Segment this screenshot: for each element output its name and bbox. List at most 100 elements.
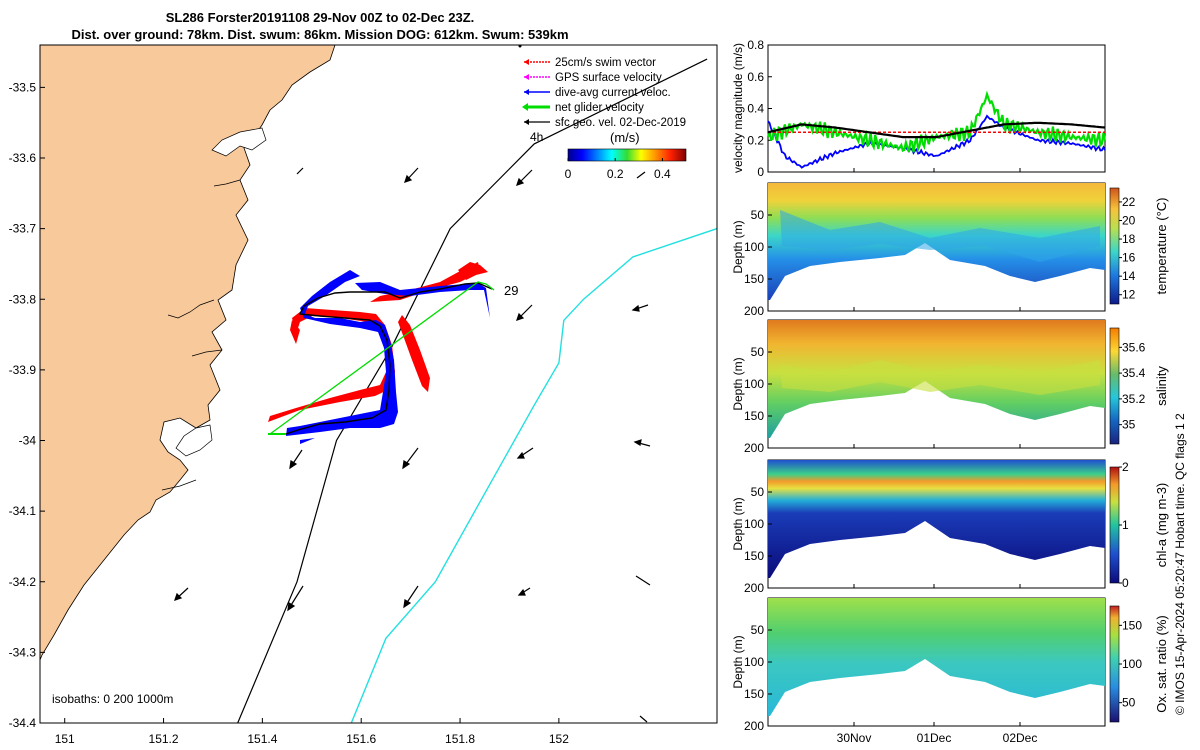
geo-arrow	[174, 587, 189, 601]
geo-arrow	[635, 575, 651, 586]
map-xtick-label: 151.4	[247, 732, 277, 746]
depth-tick-label: 200	[744, 719, 764, 733]
time-tick-label: 30Nov	[837, 731, 872, 745]
section-panel-chla: 50 100 150 200 Depth (m)	[731, 459, 1120, 595]
map-xtick-label: 151.2	[149, 732, 179, 746]
velocity-ytick-label: 0.8	[747, 38, 764, 52]
day-29-label: 29	[504, 283, 518, 298]
geo-arrow	[639, 715, 648, 723]
speed-colorbar-tick-label: 0.4	[654, 167, 671, 181]
temperature-colorbar-tick-label: 20	[1122, 213, 1136, 227]
legend-gps-label: GPS surface velocity	[555, 72, 662, 84]
geo-arrow	[403, 585, 419, 609]
depth-tick-label: 50	[751, 485, 765, 499]
temperature-colorbar-label: temperature (°C)	[1154, 198, 1169, 295]
depth-tick-label: 150	[744, 272, 764, 286]
figure-title: SL286 Forster20191108 29-Nov 00Z to 02-D…	[0, 10, 640, 42]
legend-sfc-geo-label: sfc geo. vel. 02-Dec-2019	[555, 117, 686, 129]
chla-colorbar	[1109, 466, 1120, 584]
time-tick-label: 01Dec	[917, 731, 952, 745]
geostrophic-velocity-arrows	[174, 167, 651, 723]
chla-section-fill	[768, 460, 1105, 578]
geo-arrow	[287, 585, 304, 612]
geo-arrow	[631, 304, 649, 312]
speed-colorbar-tick-label: 0.2	[607, 167, 624, 181]
section-panel-salinity: 50 100 150 200 Depth (m)	[731, 319, 1120, 455]
glider-gps-track	[269, 281, 495, 435]
depth-tick-label: 100	[744, 517, 764, 531]
depth-tick-label: 150	[744, 687, 764, 701]
chla-colorbar-tick-label: 0	[1122, 576, 1129, 590]
oxygen-colorbar-tick-label: 50	[1122, 696, 1136, 710]
map-ytick-label: -34.4	[9, 716, 37, 730]
velocity-ytick-label: 0.4	[747, 102, 764, 116]
temperature-cool-layer	[780, 210, 1100, 262]
gps-dot	[518, 45, 522, 48]
estuary-middle	[175, 424, 213, 457]
salinity-colorbar	[1109, 327, 1120, 445]
map-frame	[39, 44, 718, 724]
time-tick-label: 02Dec	[1003, 731, 1038, 745]
depth-ylabel: Depth (m)	[731, 220, 745, 273]
geo-arrow	[633, 439, 651, 447]
temperature-colorbar-tick-label: 12	[1122, 288, 1136, 302]
river-creek	[161, 179, 241, 491]
map-ytick-label: -34.2	[9, 575, 37, 589]
start-time-label: 4h	[530, 130, 543, 144]
temperature-colorbar-tick-label: 18	[1122, 232, 1136, 246]
salinity-colorbar-label: salinity	[1154, 366, 1169, 406]
salinity-colorbar-tick-label: 35.4	[1122, 366, 1146, 380]
velocity-ytick-label: 0.6	[747, 70, 764, 84]
chla-colorbar-tick-label: 2	[1122, 460, 1129, 474]
estuary-upper	[211, 127, 267, 157]
temperature-colorbar-tick-label: 22	[1122, 195, 1136, 209]
depth-tick-label: 200	[744, 581, 764, 595]
velocity-panel: 0 0.2 0.4 0.6 0.8 velocity magnitude (m/s)	[731, 38, 1107, 179]
salinity-colorbar-tick-label: 35.6	[1122, 340, 1146, 354]
legend-net-label: net glider velocity	[555, 102, 644, 114]
depth-tick-label: 50	[751, 208, 765, 222]
oxygen-colorbar-label: Ox. sat. ratio (%)	[1154, 615, 1169, 713]
velocity-ylabel: velocity magnitude (m/s)	[731, 43, 745, 173]
velocity-series	[766, 90, 1107, 169]
depth-tick-label: 100	[744, 240, 764, 254]
chla-colorbar-tick-label: 1	[1122, 518, 1129, 532]
speed-colorbar-ticks: 0 0.2 0.4	[565, 158, 671, 181]
depth-tick-label: 50	[751, 345, 765, 359]
map-ytick-label: -34	[19, 434, 37, 448]
oxygen-colorbar	[1109, 605, 1120, 723]
depth-tick-label: 200	[744, 304, 764, 318]
map-x-ticks: 151 151.2 151.4 151.6 151.8 152	[55, 718, 569, 746]
current-vectors-band	[286, 270, 490, 444]
velocity-y-ticks: 0 0.2 0.4 0.6 0.8	[747, 38, 772, 179]
temperature-colorbar	[1109, 187, 1120, 305]
legend-swim-label: 25cm/s swim vector	[555, 57, 656, 69]
legend-entry-net: net glider velocity	[522, 102, 644, 114]
geo-arrow	[404, 167, 419, 183]
velocity-ytick-label: 0	[757, 165, 764, 179]
velocity-line-diveavg	[767, 114, 1106, 169]
section-panel-temperature: 50 100 150 200 Depth (m)	[731, 182, 1120, 318]
map-xtick-label: 151.6	[346, 732, 376, 746]
map-panel: -33.5 -33.6 -33.7 -33.8 -33.9 -34 -34.1 -34.2 -3…	[9, 44, 718, 746]
oxygen-colorbar-tick-label: 150	[1122, 618, 1142, 632]
map-ytick-label: -34.3	[9, 645, 37, 659]
colorbar-title: (m/s)	[610, 130, 640, 145]
map-ytick-label: -33.8	[9, 292, 37, 306]
chla-colorbar-label: chl-a (mg m-3)	[1154, 483, 1169, 568]
isobaths-label: isobaths: 0 200 1000m	[52, 692, 173, 706]
salinity-colorbar-tick-label: 35.2	[1122, 392, 1146, 406]
map-ytick-label: -34.1	[9, 504, 37, 518]
map-xtick-label: 151.8	[445, 732, 475, 746]
geo-arrow	[516, 304, 533, 321]
depth-ylabel: Depth (m)	[731, 635, 745, 688]
title-line-1: SL286 Forster20191108 29-Nov 00Z to 02-D…	[165, 10, 475, 25]
geo-arrow	[296, 167, 304, 175]
section-panel-oxygen: 50 100 150 200 Depth (m)	[731, 597, 1120, 733]
velocity-ytick-label: 0.2	[747, 133, 764, 147]
map-ytick-label: -33.5	[9, 80, 37, 94]
map-y-ticks: -33.5 -33.6 -33.7 -33.8 -33.9 -34 -34.1 -34.2 -3…	[9, 80, 45, 730]
depth-tick-label: 50	[751, 623, 765, 637]
map-xtick-label: 152	[549, 732, 569, 746]
